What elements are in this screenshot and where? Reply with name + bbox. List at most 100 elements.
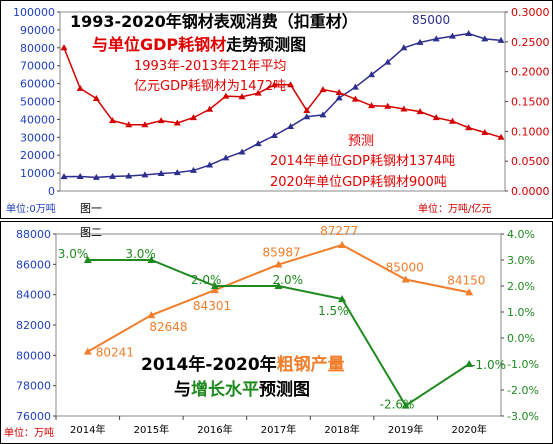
chart2-unit-left: 单位：万吨 [4, 426, 54, 439]
consumption-point [254, 140, 262, 147]
gdp-intensity-point [287, 81, 295, 88]
consumption-point [351, 83, 359, 90]
crude-steel-data-label: 82648 [149, 320, 187, 334]
y-right-tick-label: 0.1000 [511, 125, 550, 138]
consumption-point [173, 169, 181, 176]
chart2-title-line1: 2014年-2020年粗钢产量 [141, 354, 345, 375]
crude-steel-point [338, 240, 347, 248]
consumption-point [76, 173, 84, 180]
growth-rate-data-label: 1.5% [318, 304, 349, 318]
y-left-tick-label: 76000 [16, 410, 51, 423]
consumption-point [189, 166, 197, 173]
y-left-tick-label: 30000 [20, 131, 55, 144]
chart1-plot-area [59, 11, 506, 192]
consumption-point [60, 173, 68, 180]
crude-steel-point [147, 311, 156, 319]
growth-rate-point [338, 295, 347, 302]
y-right-tick-label: 2.0% [507, 280, 535, 293]
gdp-intensity-point [125, 121, 133, 128]
crude-steel-point [465, 288, 474, 296]
chart2-title-black-part: 2014年-2020年 [141, 354, 277, 375]
consumption-point [335, 94, 343, 101]
avg-annotation-line1: 1993年-2013年21年平均 [134, 59, 286, 74]
gdp-intensity-point [448, 117, 456, 124]
forecast-2014-annotation: 2014年单位GDP耗钢材1374吨 [270, 154, 455, 169]
gdp-intensity-point [109, 117, 117, 124]
y-left-tick-label: 20000 [20, 149, 55, 162]
growth-rate-point [210, 282, 219, 289]
consumption-point [125, 172, 133, 179]
crude-steel-point [83, 347, 92, 355]
y-left-tick-label: 40000 [20, 113, 55, 126]
chart2-fig-label: 图二 [80, 226, 102, 239]
y-right-tick-label: 4.0% [507, 228, 535, 241]
crude-steel-data-label: 84150 [447, 273, 485, 287]
crude-steel-data-label: 80241 [96, 346, 134, 360]
series-gdp-intensity-line [63, 47, 502, 139]
gdp-intensity-point [222, 92, 230, 99]
gdp-intensity-point [189, 114, 197, 121]
y-right-tick-label: 1.0% [507, 306, 535, 319]
consumption-point [303, 113, 311, 120]
y-right-tick-label: 0.0500 [511, 155, 550, 168]
y-left-tick-label: 0 [48, 185, 55, 198]
consumption-point [319, 111, 327, 118]
y-left-tick-label: 86000 [16, 258, 51, 271]
forecast-2020-annotation: 2020年单位GDP耗钢材900吨 [270, 175, 447, 190]
consumption-point [222, 154, 230, 161]
gdp-intensity-point [141, 121, 149, 128]
gdp-intensity-point [465, 124, 473, 131]
series-steel-consumption-line [63, 32, 502, 179]
chart1-unit-right: 单位：万吨/亿元 [418, 202, 491, 215]
consumption-point [206, 161, 214, 168]
chart2-title-orange-part: 粗钢产量 [277, 354, 345, 375]
gdp-intensity-point [497, 133, 505, 140]
peak-value-label: 85000 [412, 13, 450, 27]
chart1-unit-left: 单位:0万吨 [6, 202, 56, 215]
crude-steel-point [274, 260, 283, 268]
y-left-tick-label: 70000 [20, 60, 55, 73]
avg-annotation-line2: 亿元GDP耗钢材为1472吨 [134, 79, 286, 94]
y-left-tick-label: 88000 [16, 228, 51, 241]
growth-rate-point [83, 256, 92, 263]
growth-rate-data-label: 3.0% [58, 247, 89, 261]
crude-steel-point [401, 275, 410, 283]
chart2-title-green-part: 增长水平 [191, 379, 259, 400]
growth-rate-data-label: -2.6% [380, 398, 415, 412]
consumption-point [416, 38, 424, 45]
growth-rate-data-label: 2.0% [273, 273, 304, 287]
growth-rate-data-label: 3.0% [125, 247, 156, 261]
chart1-title-line2: 与单位GDP耗钢材走势预测图 [92, 35, 306, 54]
consumption-point [448, 32, 456, 39]
gdp-intensity-point [92, 95, 100, 102]
crude-steel-data-label: 87277 [320, 224, 358, 238]
y-right-tick-label: 3.0% [507, 254, 535, 267]
growth-rate-point [274, 282, 283, 289]
gdp-intensity-point [400, 105, 408, 112]
gdp-intensity-point [351, 95, 359, 102]
gdp-intensity-point [481, 129, 489, 136]
chart2-title-black-a: 与 [174, 380, 191, 400]
consumption-point [465, 29, 473, 36]
y-left-tick-label: 82000 [16, 319, 51, 332]
gdp-intensity-point [76, 84, 84, 91]
x-tick-label: 2019年 [388, 423, 423, 436]
growth-rate-point [147, 256, 156, 263]
chart2-title-line2: 与增长水平预测图 [174, 379, 310, 400]
y-right-tick-label: 0.2000 [511, 66, 550, 79]
consumption-point [384, 58, 392, 65]
gdp-intensity-point [319, 86, 327, 93]
chart1-title-red-part: 与单位GDP耗钢材 [92, 35, 226, 54]
growth-rate-data-label: -1.0% [471, 358, 506, 372]
gdp-intensity-point [270, 81, 278, 88]
crude-steel-data-label: 85987 [263, 246, 301, 260]
x-tick-label: 2020年 [451, 423, 486, 436]
y-right-tick-label: 0.1500 [511, 96, 550, 109]
y-right-tick-label: -3.0% [507, 410, 539, 423]
y-left-tick-label: 100000 [13, 6, 55, 19]
growth-rate-point [401, 401, 410, 409]
forecast-title: 预测 [348, 134, 374, 149]
x-tick-label: 2016年 [197, 423, 232, 436]
y-right-tick-label: -1.0% [507, 358, 539, 371]
